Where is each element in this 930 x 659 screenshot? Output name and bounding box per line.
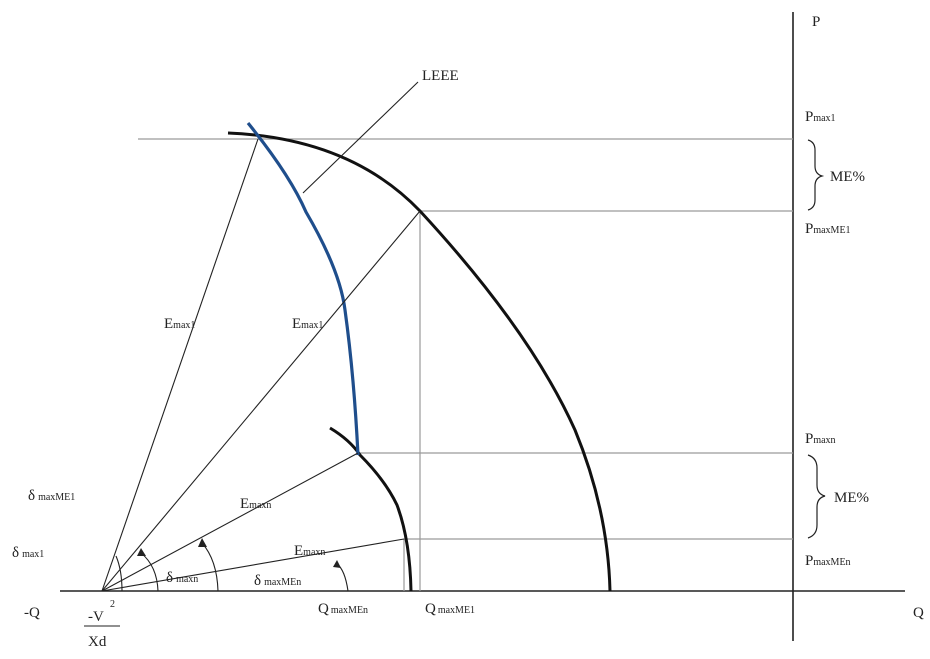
svg-text:Xd: Xd (88, 634, 107, 650)
angle-arrow-maxmen (333, 560, 341, 568)
svg-text:2: 2 (110, 599, 115, 610)
svg-text:-V: -V (88, 609, 104, 625)
emax1-outer-vector (101, 138, 259, 592)
neg-q-axis-label: -Q (24, 605, 40, 621)
angle-arc-maxn (201, 542, 219, 592)
lower-me-label: ME% (834, 490, 869, 506)
emaxn-lower-vector (101, 538, 405, 592)
angle-arc-max1 (115, 555, 123, 592)
pmaxn-label: Pmaxn (805, 431, 836, 447)
delta-max1-label: δ max1 (12, 545, 44, 561)
large-capability-arc (227, 131, 612, 592)
upper-me-brace (807, 139, 825, 211)
lower-me-brace (807, 454, 826, 539)
emax1-inner-label: Emax1 (292, 316, 323, 332)
upper-me-label: ME% (830, 169, 865, 185)
angle-arc-maxme1 (140, 552, 159, 592)
emaxn-lower-label: Emaxn (294, 543, 325, 559)
pmaxmen-label: PmaxMEn (805, 553, 851, 569)
small-capability-arc (329, 426, 413, 592)
leee-curve (246, 121, 360, 456)
p-axis-label: P (812, 14, 820, 30)
delta-maxn-label: δ maxn (166, 570, 198, 586)
emaxn-upper-vector (101, 452, 359, 592)
angle-arrow-maxme1 (137, 548, 146, 556)
leee-label: LEEE (422, 68, 459, 84)
pmax1-label: Pmax1 (805, 109, 836, 125)
emaxn-upper-label: Emaxn (240, 496, 271, 512)
q-axis-label: Q (913, 605, 924, 621)
angle-arc-maxmen (336, 563, 349, 592)
emax1-outer-label: Emax1 (164, 316, 195, 332)
emax1-inner-vector (101, 210, 421, 592)
angle-arrow-maxn (198, 538, 207, 547)
leee-leader-line (302, 81, 419, 194)
delta-maxme1-label: δ maxME1 (28, 488, 75, 504)
pmaxme1-label: PmaxME1 (805, 221, 851, 237)
delta-maxmen-label: δ maxMEn (254, 573, 301, 589)
origin-label: -V 2 Xd (84, 599, 120, 650)
